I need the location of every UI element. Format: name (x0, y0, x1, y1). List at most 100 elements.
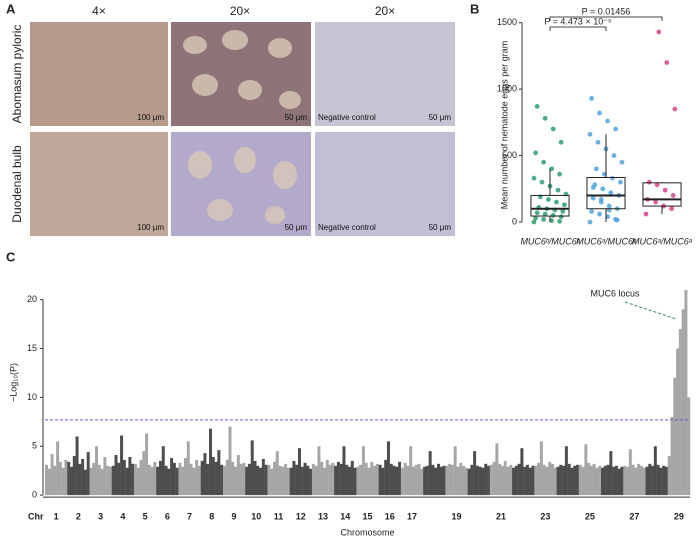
y-axis-label: −Log₁₀(P) (8, 363, 18, 402)
data-point (608, 190, 614, 196)
snp-column (473, 451, 477, 496)
y-tick-label: 0 (512, 216, 517, 226)
snp-column (684, 289, 688, 496)
snp-column (428, 451, 432, 496)
snp-column (317, 446, 321, 496)
y-tick-label: 1000 (497, 83, 517, 93)
snp-column (445, 465, 449, 496)
row-header: Abomasum pyloric (10, 25, 24, 124)
snp-column (542, 464, 546, 496)
snp-column (648, 463, 652, 496)
snp-column (242, 462, 246, 496)
snp-column (487, 465, 491, 496)
data-point (590, 195, 596, 201)
snp-column (117, 462, 121, 496)
snp-column (108, 466, 112, 496)
snp-column (89, 467, 93, 496)
snp-column (156, 466, 160, 496)
micrographs (30, 22, 455, 236)
x-tick-label: 12 (296, 511, 306, 521)
snp-column (161, 446, 165, 496)
x-tick-label: 7 (187, 511, 192, 521)
snp-column (556, 466, 560, 496)
snp-column (520, 448, 524, 496)
snp-column (581, 466, 585, 496)
snp-column (562, 465, 566, 496)
significance-bracket (549, 26, 607, 31)
y-tick-label: 500 (502, 150, 517, 160)
micrograph (30, 132, 168, 236)
snp-column (275, 451, 279, 496)
snp-column (256, 465, 260, 496)
snp-column (667, 456, 671, 496)
data-point (610, 175, 615, 181)
snp-column (617, 468, 621, 496)
scale-bar-label: 50 μm (285, 113, 308, 122)
snp-column (228, 426, 232, 496)
annotation-arrow (624, 301, 678, 320)
snp-column (100, 468, 104, 496)
snp-column (609, 451, 613, 496)
snp-column (359, 464, 363, 496)
snp-column (420, 468, 424, 496)
column-header: 4× (92, 4, 106, 18)
snp-column (612, 466, 616, 496)
snp-column (70, 466, 74, 496)
snp-column (442, 465, 446, 496)
snp-column (120, 435, 124, 496)
snp-column (639, 465, 643, 496)
snp-column (500, 465, 504, 496)
snp-column (495, 443, 499, 496)
snp-column (601, 467, 605, 496)
snp-column (189, 463, 193, 496)
x-tick-label: 25 (585, 511, 595, 521)
snp-column (559, 464, 563, 496)
snp-column (339, 463, 343, 496)
micrograph (30, 22, 168, 126)
snp-column (614, 465, 618, 496)
data-point (542, 115, 548, 121)
data-point (542, 211, 548, 217)
snp-column (475, 465, 479, 496)
negative-control-label: Negative control (318, 113, 376, 122)
y-tick-label: 10 (27, 392, 37, 402)
snp-column (261, 458, 265, 496)
snp-column (459, 462, 463, 496)
snp-column (553, 467, 557, 496)
snp-column (103, 457, 107, 496)
snp-column (136, 467, 140, 496)
chr-label: Chr (28, 511, 44, 521)
data-point (606, 203, 612, 209)
data-point (664, 60, 670, 65)
snp-column (259, 467, 263, 496)
p-value: P = 4.473 × 10⁻⁵ (544, 16, 612, 26)
snp-column (662, 465, 666, 496)
snp-column (348, 466, 352, 496)
snp-column (167, 468, 171, 496)
snp-column (209, 428, 213, 496)
snp-column (125, 467, 129, 496)
snp-column (181, 466, 185, 496)
snp-column (589, 465, 593, 496)
x-tick-label: 23 (540, 511, 550, 521)
snp-column (81, 458, 85, 496)
data-point (597, 110, 602, 116)
snp-column (47, 468, 51, 496)
snp-column (392, 465, 396, 496)
micrograph (315, 132, 455, 236)
snp-column (92, 462, 96, 496)
snp-column (653, 446, 657, 496)
snp-column (567, 463, 571, 496)
data-point (600, 186, 606, 192)
snp-column (437, 463, 440, 496)
p-value: P = 0.01456 (582, 6, 631, 16)
snp-column (631, 464, 635, 496)
snp-column (484, 463, 488, 496)
snp-column (320, 461, 324, 496)
data-point (598, 197, 604, 202)
data-point (554, 199, 559, 205)
snp-column (478, 466, 482, 496)
data-point (656, 29, 662, 35)
snp-column (106, 465, 110, 496)
snp-column (331, 462, 335, 496)
